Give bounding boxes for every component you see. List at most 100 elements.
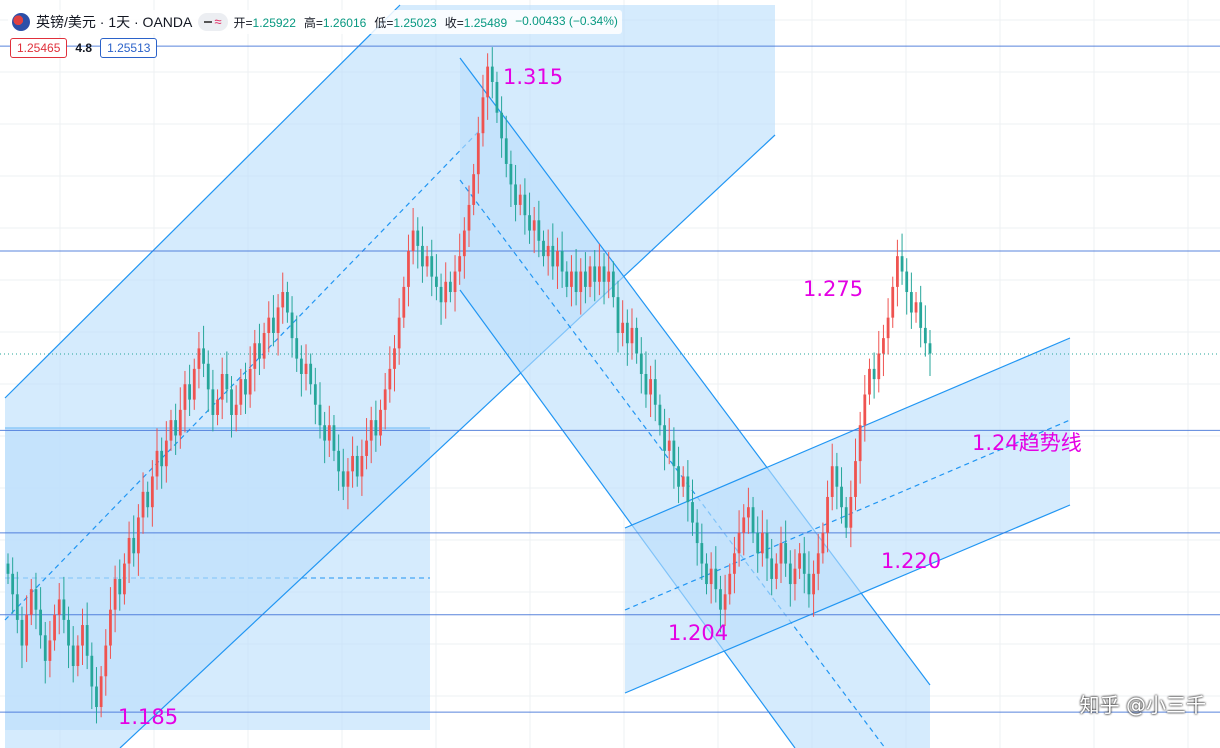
candle-body xyxy=(416,230,420,246)
candle-body xyxy=(132,537,136,554)
candle-body xyxy=(630,327,634,344)
candle-body xyxy=(57,599,61,615)
candle-body xyxy=(765,532,769,559)
candle-body xyxy=(686,476,690,503)
candle-body xyxy=(891,286,895,318)
candle-body xyxy=(514,184,517,205)
high-value: 1.26016 xyxy=(322,15,367,30)
symbol-legend: 英镑/美元 · 1天 · OANDA ≈ 开=1.25922 高=1.26016… xyxy=(8,10,622,34)
candle-body xyxy=(905,271,909,293)
candle-body xyxy=(923,327,927,344)
level-annotation: 1.185 xyxy=(118,705,178,729)
candle-body xyxy=(62,599,66,620)
candle-body xyxy=(658,404,662,426)
candle-body xyxy=(528,215,531,231)
candle-body xyxy=(365,440,368,456)
candle-body xyxy=(695,522,699,544)
candle-body xyxy=(481,97,485,134)
candle-body xyxy=(113,578,117,610)
candle-body xyxy=(407,251,410,287)
candle-body xyxy=(25,614,29,646)
candle-body xyxy=(244,379,247,395)
candle-body xyxy=(574,271,578,293)
recovery-channel-upper xyxy=(624,337,1071,529)
candle-body xyxy=(458,256,462,272)
candle-body xyxy=(146,491,150,508)
candle-body xyxy=(220,374,224,400)
candle-body xyxy=(914,302,918,313)
candle-body xyxy=(276,307,280,334)
candle-body xyxy=(337,450,341,472)
candle-body xyxy=(462,230,466,257)
buy-price-button[interactable]: 1.25513 xyxy=(100,38,158,58)
low-label: 低= xyxy=(374,15,394,30)
candle-body xyxy=(53,614,56,641)
candle-body xyxy=(802,553,806,574)
candle-body xyxy=(621,322,625,334)
candle-body xyxy=(90,655,94,687)
candle-body xyxy=(318,404,322,426)
level-annotations: 1.315 1.275 1.24趋势线 1.220 1.204 1.185 xyxy=(118,65,1082,729)
candle-body xyxy=(20,619,24,646)
legend-toggle-button[interactable]: ≈ xyxy=(198,13,228,31)
candle-body xyxy=(616,297,620,334)
candle-body xyxy=(76,645,80,667)
candle-body xyxy=(868,368,871,395)
candle-body xyxy=(840,486,843,508)
candle-body xyxy=(649,379,653,395)
candle-body xyxy=(909,292,913,313)
candle-body xyxy=(164,440,168,467)
candle-body xyxy=(81,625,84,646)
ohlc-values: 开=1.25922 高=1.26016 低=1.25023 收=1.25489 … xyxy=(234,14,618,31)
candle-body xyxy=(39,609,42,636)
falling-channel-lower xyxy=(459,289,796,748)
candle-body xyxy=(584,271,587,287)
candle-body xyxy=(551,245,555,267)
candle-body xyxy=(625,322,629,344)
candle-body xyxy=(751,507,755,533)
candle-body xyxy=(719,589,722,610)
symbol-title[interactable]: 英镑/美元 · 1天 · OANDA xyxy=(36,14,193,30)
candle-body xyxy=(211,389,215,415)
candle-body xyxy=(760,532,764,554)
candle-body xyxy=(570,271,573,287)
recovery-channel-lower xyxy=(624,504,1071,694)
candle-body xyxy=(691,502,694,523)
candle-body xyxy=(472,174,476,205)
candle-body xyxy=(784,543,788,564)
candle-body xyxy=(295,338,299,359)
candle-body xyxy=(304,363,308,374)
candle-body xyxy=(556,251,559,267)
candle-body xyxy=(67,619,70,646)
candle-body xyxy=(197,348,201,369)
candle-body xyxy=(793,568,797,585)
candle-body xyxy=(509,163,513,185)
approx-icon: ≈ xyxy=(214,14,222,29)
candle-body xyxy=(448,281,452,293)
candle-body xyxy=(435,276,438,287)
candle-body xyxy=(709,568,713,585)
sell-price-button[interactable]: 1.25465 xyxy=(10,38,68,58)
candle-body xyxy=(425,256,429,267)
candle-body xyxy=(99,676,103,708)
low-value: 1.25023 xyxy=(393,15,437,30)
spread-value: 4.8 xyxy=(75,41,93,55)
candle-body xyxy=(267,317,271,334)
candle-body xyxy=(202,348,205,364)
candle-body xyxy=(896,256,899,287)
candle-body xyxy=(774,563,778,579)
candle-body xyxy=(439,286,443,303)
candle-body xyxy=(546,245,550,257)
candle-body xyxy=(262,333,266,359)
candle-body xyxy=(421,245,424,267)
candle-body xyxy=(453,271,457,293)
level-annotation: 1.275 xyxy=(803,277,863,301)
candle-body xyxy=(430,256,434,277)
candle-body xyxy=(285,292,289,313)
candle-body xyxy=(928,343,932,354)
candle-body xyxy=(258,343,261,359)
candle-body xyxy=(43,635,47,661)
candle-body xyxy=(369,420,373,441)
candle-body xyxy=(737,532,741,554)
